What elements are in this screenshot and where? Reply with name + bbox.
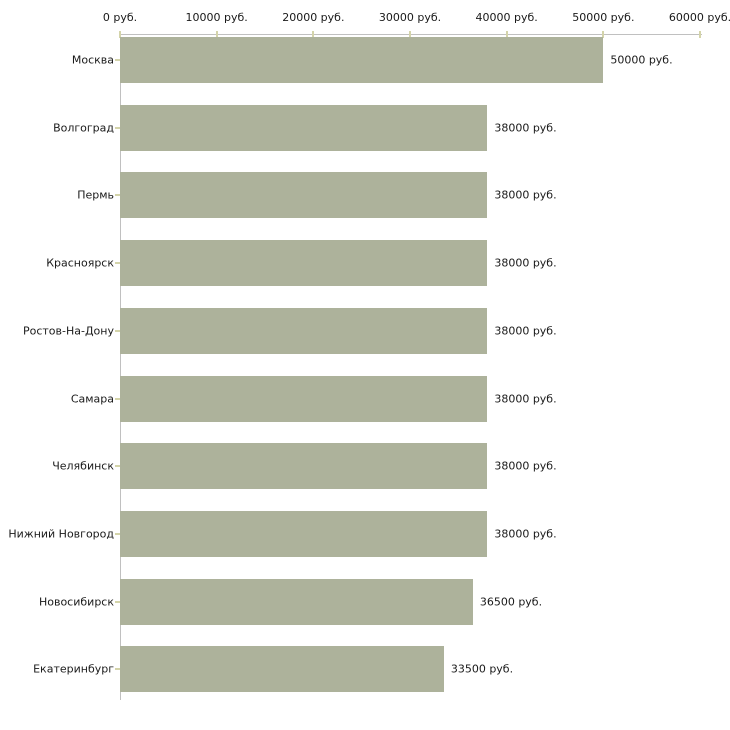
value-label: 38000 руб. xyxy=(494,459,557,473)
x-axis-tick xyxy=(602,31,605,38)
y-axis-tick xyxy=(115,465,120,468)
category-label: Ростов-На-Дону xyxy=(22,324,114,338)
category-label: Екатеринбург xyxy=(33,662,114,676)
category-label: Челябинск xyxy=(52,459,114,473)
bar xyxy=(120,307,488,354)
y-axis-tick xyxy=(115,532,120,535)
x-axis-tick xyxy=(505,31,508,38)
y-axis-tick xyxy=(115,397,120,400)
x-axis-tick xyxy=(119,31,121,38)
y-axis-tick xyxy=(115,262,120,265)
bar xyxy=(120,104,488,151)
y-axis-tick xyxy=(115,59,120,61)
value-label: 50000 руб. xyxy=(610,53,673,67)
category-label: Москва xyxy=(71,53,114,67)
x-axis-tick-label: 0 руб. xyxy=(102,11,138,24)
x-axis-tick-label: 40000 руб. xyxy=(475,11,538,24)
x-axis-tick-label: 50000 руб. xyxy=(572,11,635,24)
x-axis-tick-label: 30000 руб. xyxy=(378,11,442,24)
category-label: Новосибирск xyxy=(38,595,114,609)
value-label: 38000 руб. xyxy=(494,527,557,541)
x-axis-line xyxy=(120,34,702,35)
value-label: 36500 руб. xyxy=(479,595,543,609)
bar xyxy=(120,375,488,422)
y-axis-tick xyxy=(115,600,120,603)
bar xyxy=(120,510,488,557)
bar xyxy=(120,37,604,83)
y-axis-tick xyxy=(115,126,120,129)
bar xyxy=(120,646,444,693)
value-label: 38000 руб. xyxy=(494,188,557,202)
category-label: Волгоград xyxy=(53,121,114,135)
category-label: Пермь xyxy=(77,188,114,202)
bar xyxy=(120,240,488,287)
value-label: 38000 руб. xyxy=(494,256,557,270)
bar xyxy=(120,443,488,490)
y-axis-tick xyxy=(115,194,120,197)
x-axis-tick xyxy=(409,31,411,38)
category-label: Нижний Новгород xyxy=(8,527,114,541)
value-label: 38000 руб. xyxy=(494,121,557,135)
bar xyxy=(120,172,488,219)
value-label: 38000 руб. xyxy=(494,324,557,338)
x-axis-tick xyxy=(699,31,701,38)
x-axis-tick xyxy=(312,31,315,38)
y-axis-tick xyxy=(115,329,120,332)
x-axis-tick xyxy=(215,31,218,38)
category-label: Самара xyxy=(70,392,114,405)
y-axis-tick xyxy=(115,668,120,671)
category-label: Красноярск xyxy=(46,256,114,270)
value-label: 33500 руб. xyxy=(450,662,514,676)
value-label: 38000 руб. xyxy=(494,392,557,405)
y-axis-line xyxy=(120,34,121,700)
x-axis-tick-label: 10000 руб. xyxy=(185,11,248,24)
bar xyxy=(120,578,473,625)
x-axis-tick-label: 20000 руб. xyxy=(282,11,345,24)
x-axis-tick-label: 60000 руб. xyxy=(668,11,730,24)
